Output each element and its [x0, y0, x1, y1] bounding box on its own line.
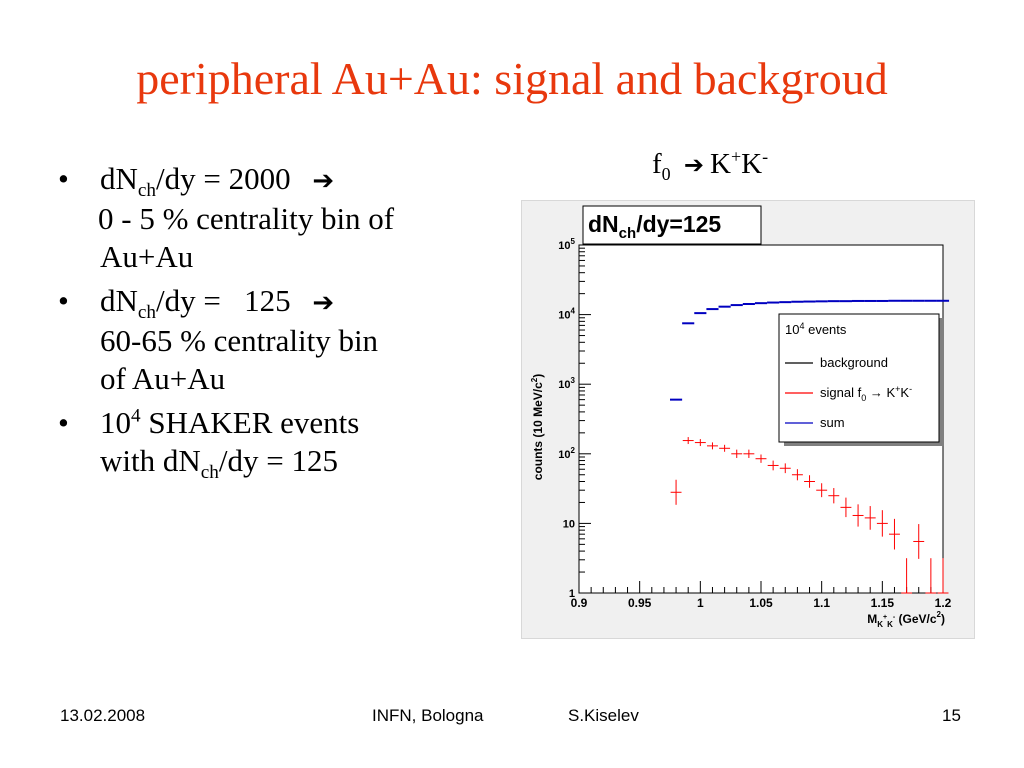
bullet-list: • dNch/dy = 2000 ➔ 0 - 5 % centrality bi… [58, 160, 498, 486]
bullet-3-rest: SHAKER events [140, 405, 360, 440]
signal-point [937, 558, 949, 594]
bullet-2-rest: /dy = 125 [156, 283, 291, 318]
plot-heading-tail: K [710, 148, 731, 180]
chart-title: dNch/dy=125 [588, 211, 721, 242]
signal-point [791, 469, 803, 481]
y-axis-label: counts (10 MeV/c2) [530, 374, 545, 480]
footer-venue: INFN, Bologna [372, 706, 484, 725]
plot-heading-sub: 0 [661, 163, 671, 184]
plot-heading-sup1: + [730, 146, 742, 167]
signal-point [925, 558, 937, 594]
signal-point [852, 504, 864, 527]
y-tick-label: 105 [558, 237, 575, 252]
bullet-2-cont1: 60-65 % centrality bin [100, 323, 379, 358]
signal-point [828, 488, 840, 504]
slide-title: peripheral Au+Au: signal and backgroud [136, 53, 888, 104]
y-tick-label: 1 [569, 588, 575, 600]
bullet-3-cont-rest: /dy = 125 [218, 443, 338, 478]
legend-box [778, 313, 940, 443]
x-tick-label: 1.1 [813, 596, 830, 610]
bullet-3-cont-lead: with dN [100, 443, 201, 478]
bullet-3: • 104 SHAKER events with dNch/dy = 125 [58, 404, 498, 484]
signal-point [731, 449, 743, 458]
footer-page-number: 15 [942, 706, 961, 725]
bullet-3-cont: with dNch/dy = 125 [100, 442, 498, 484]
bullet-3-sup: 4 [131, 405, 141, 427]
bullet-1-sub: ch [137, 180, 157, 202]
bullet-dot: • [58, 405, 69, 440]
bullet-1-cont2: Au+Au [100, 239, 194, 274]
signal-point [816, 483, 828, 498]
signal-point [779, 463, 791, 474]
y-tick-label: 10 [563, 518, 575, 530]
chart-svg: 1 10 102 103 104 105 0.9 0.95 1 1.05 1.1 1.15 1.2MK+… [530, 205, 952, 629]
footer-author: S.Kiselev [568, 706, 639, 725]
bullet-1-cont1: 0 - 5 % centrality bin of [98, 201, 395, 236]
signal-point [743, 449, 755, 458]
legend-entry-label: sum [820, 415, 845, 430]
signal-point [694, 439, 706, 447]
signal-point [707, 442, 718, 450]
x-tick-label: 1 [697, 596, 704, 610]
x-axis-label: MK+K- (GeV/c2) [867, 610, 945, 629]
chart-title-box [582, 205, 762, 245]
bullet-dot: • [58, 161, 69, 196]
y-tick-label: 104 [558, 307, 575, 322]
signal-point [889, 518, 900, 550]
signal-point [670, 479, 682, 505]
plot-heading: f0 ➔ K+K- [652, 146, 769, 184]
bullet-2-cont2: of Au+Au [100, 361, 226, 396]
x-tick-label: 1.05 [749, 596, 773, 610]
bullet-1-lead: dN [100, 161, 138, 196]
right-arrow-icon: ➔ [683, 151, 705, 179]
signal-point [755, 454, 767, 463]
signal-point [719, 444, 731, 452]
y-tick-label: 102 [558, 446, 575, 461]
plot-frame: 1 10 102 103 104 105 0.9 0.95 1 1.05 1.1 1.15 1.2 MK+… [521, 200, 975, 639]
bullet-2-lead: dN [100, 283, 138, 318]
signal-point [767, 460, 779, 471]
legend-entry-label: background [820, 355, 888, 370]
signal-point [682, 437, 694, 445]
signal-point [876, 510, 888, 537]
bullet-3-cont-sub: ch [200, 462, 219, 484]
bullet-2-sub: ch [137, 302, 157, 324]
legend-entry-label: signal f0 → K+K- [820, 384, 912, 403]
signal-point [901, 558, 913, 594]
bullet-2: • dNch/dy = 125 ➔ 60-65 % centrality bin… [58, 282, 498, 398]
signal-point [913, 524, 925, 559]
x-tick-label: 0.9 [571, 596, 588, 610]
legend-header: 104 events [785, 321, 847, 337]
bullet-1: • dNch/dy = 2000 ➔ 0 - 5 % centrality bi… [58, 160, 498, 276]
footer-date: 13.02.2008 [60, 706, 146, 725]
right-arrow-icon: ➔ [312, 288, 335, 318]
plot-heading-tail2: K [741, 148, 763, 180]
legend: 104 events background signal f0 → K+K-sum [778, 313, 944, 446]
signal-point [840, 497, 852, 518]
plot-heading-sup2: - [762, 146, 769, 167]
x-tick-label: 0.95 [628, 596, 652, 610]
bullet-dot: • [58, 283, 69, 318]
x-tick-label: 1.15 [871, 596, 895, 610]
bullet-1-rest: /dy = 2000 [156, 161, 291, 196]
x-tick-label: 1.2 [935, 596, 952, 610]
signal-point [804, 475, 815, 488]
y-tick-label: 103 [558, 376, 575, 391]
signal-point [864, 506, 876, 530]
right-arrow-icon: ➔ [312, 166, 335, 196]
bullet-3-lead: 10 [100, 405, 131, 440]
plot-heading-lead: f [652, 148, 662, 180]
